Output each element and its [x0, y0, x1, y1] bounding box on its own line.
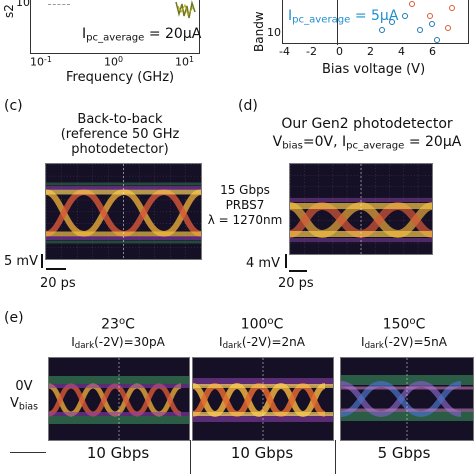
current-subscript: pc_average	[86, 32, 145, 44]
panel-c-title-line: photodetector)	[71, 142, 169, 157]
panel-d-voltage-scale-bar	[285, 254, 287, 268]
marker	[402, 13, 408, 19]
column-temp: 100oC	[240, 316, 284, 333]
top-right-xtick: 2	[367, 45, 374, 58]
top-left-current-label: Ipc_average = 20μA	[82, 26, 201, 44]
eye-150c	[340, 357, 474, 441]
panel-c-voltage-scale-bar	[41, 254, 43, 268]
top-right-xtick: -2	[306, 45, 317, 58]
pattern-text: PRBS7	[225, 198, 265, 212]
panel-d-time-scale: 20 ps	[278, 276, 314, 291]
panel-d-time-scale-bar	[289, 270, 307, 272]
top-right-ylabel-fragment: Bandw	[252, 11, 266, 52]
test-conditions: 15 Gbps PRBS7 λ = 1270nm	[200, 183, 290, 228]
top-left-xlabel: Frequency (GHz)	[66, 70, 175, 85]
column-rate: 10 Gbps	[86, 444, 150, 462]
current-symbol: I	[82, 26, 87, 42]
panel-c-time-scale: 20 ps	[40, 276, 76, 291]
column-dark-current: Idark(-2V)=2nA	[219, 335, 305, 352]
top-left-xtick-3: 101	[175, 55, 195, 69]
panel-c-title-line: Back-to-back	[77, 112, 163, 127]
marker	[429, 21, 435, 27]
column-divider	[335, 440, 336, 474]
panel-c-title-line: (reference 50 GHz	[60, 127, 180, 142]
marker	[445, 25, 451, 31]
current-value: = 20μA	[144, 26, 202, 42]
top-right-axes	[282, 0, 469, 44]
column-temp: 150oC	[382, 316, 426, 333]
panel-d-eye-diagram	[289, 163, 433, 255]
panel-d-title: Our Gen2 photodetector Vbias=0V, Ipc_ave…	[262, 115, 472, 156]
column-temp: 23oC	[101, 316, 135, 333]
top-left-xtick-1: 10-1	[30, 55, 52, 69]
top-left-legend-line	[48, 4, 70, 5]
top-right-current-label: Ipc_average = 5μA	[288, 8, 399, 26]
data-rate-text: 15 Gbps	[220, 183, 270, 197]
marker	[449, 5, 455, 11]
panel-d-voltage-scale: 4 mV	[246, 256, 280, 271]
column-divider	[190, 440, 191, 474]
panel-d-bias-conditions: Vbias=0V, Ipc_average = 20μA	[272, 134, 462, 152]
bias-value: 0V	[15, 379, 33, 394]
marker	[389, 19, 395, 25]
panel-c-title: Back-to-back (reference 50 GHz photodete…	[40, 112, 200, 157]
top-left-ylabel-fragment: s2	[2, 4, 16, 18]
column-rate: 10 Gbps	[230, 444, 294, 462]
panel-c-time-scale-bar	[46, 268, 66, 270]
top-right-xtick: 0	[336, 45, 343, 58]
column-dark-current: Idark(-2V)=5nA	[361, 335, 447, 352]
marker	[434, 37, 440, 43]
top-right-xlabel: Bias voltage (V)	[322, 62, 426, 77]
panel-c-eye-diagram	[45, 163, 202, 260]
panel-c-voltage-scale: 5 mV	[4, 254, 38, 269]
top-right-xtick: -4	[279, 45, 290, 58]
top-left-noise-trace	[175, 0, 196, 19]
panel-d-label: (d)	[238, 98, 258, 114]
marker	[379, 27, 385, 33]
panel-e-label: (e)	[4, 310, 24, 326]
top-left-axes	[30, 0, 200, 54]
column-rate: 5 Gbps	[377, 444, 431, 462]
row-label: 0V Vbias	[2, 378, 46, 415]
marker	[417, 27, 423, 33]
top-left-xtick-2: 100	[104, 55, 124, 69]
zero-bias-line	[337, 0, 338, 45]
eye-23c	[48, 357, 190, 441]
bottom-rule	[10, 452, 46, 453]
wavelength-text: λ = 1270nm	[207, 213, 283, 227]
eye-100c	[192, 357, 334, 441]
top-right-ytick: 10	[267, 26, 281, 39]
marker	[409, 1, 415, 7]
top-right-xtick: 6	[429, 45, 436, 58]
marker	[427, 13, 433, 19]
top-right-markers	[379, 1, 455, 43]
column-dark-current: Idark(-2V)=30pA	[71, 335, 165, 352]
top-right-xtick: 4	[398, 45, 405, 58]
panel-c-label: (c)	[4, 98, 23, 114]
top-left-ytick: 10	[16, 0, 30, 9]
panel-d-title-line: Our Gen2 photodetector	[281, 116, 453, 132]
